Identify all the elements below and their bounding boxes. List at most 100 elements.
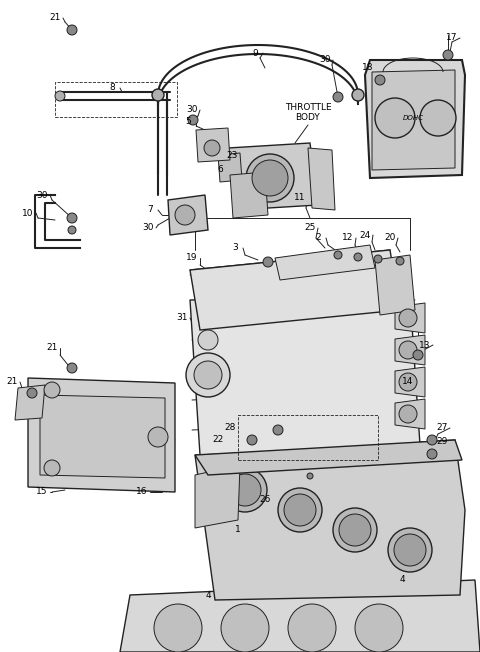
Polygon shape — [168, 195, 208, 235]
Circle shape — [68, 226, 76, 234]
Circle shape — [152, 89, 164, 101]
Text: 20: 20 — [384, 233, 396, 243]
Text: 18: 18 — [362, 63, 374, 72]
Circle shape — [375, 75, 385, 85]
Circle shape — [374, 255, 382, 263]
Polygon shape — [228, 143, 318, 210]
Text: 25: 25 — [304, 224, 316, 233]
Polygon shape — [365, 60, 465, 178]
Circle shape — [27, 388, 37, 398]
Circle shape — [44, 460, 60, 476]
Polygon shape — [275, 245, 375, 280]
Circle shape — [394, 534, 426, 566]
Text: 15: 15 — [36, 488, 48, 497]
Circle shape — [375, 98, 415, 138]
Text: 11: 11 — [294, 194, 306, 203]
Circle shape — [388, 528, 432, 572]
Circle shape — [186, 353, 230, 397]
Text: 21: 21 — [6, 378, 18, 387]
Text: 29: 29 — [436, 437, 448, 447]
Circle shape — [44, 382, 60, 398]
Circle shape — [198, 330, 218, 350]
Text: 4: 4 — [205, 591, 211, 599]
Polygon shape — [28, 378, 175, 492]
Polygon shape — [15, 385, 45, 420]
Text: 21: 21 — [49, 14, 60, 23]
Circle shape — [288, 604, 336, 652]
Circle shape — [229, 474, 261, 506]
Circle shape — [148, 427, 168, 447]
Text: THROTTLE: THROTTLE — [285, 104, 331, 113]
Text: 7: 7 — [147, 205, 153, 215]
Circle shape — [396, 257, 404, 265]
Text: BODY: BODY — [296, 113, 320, 123]
Text: 24: 24 — [360, 231, 371, 239]
Text: 27: 27 — [436, 424, 448, 432]
Text: 16: 16 — [136, 488, 148, 497]
Polygon shape — [40, 395, 165, 478]
Text: 4: 4 — [399, 576, 405, 584]
Bar — [238, 415, 378, 460]
Text: 21: 21 — [46, 344, 58, 353]
Circle shape — [420, 100, 456, 136]
Polygon shape — [395, 303, 425, 333]
Circle shape — [221, 604, 269, 652]
Text: 30: 30 — [142, 224, 154, 233]
Text: 13: 13 — [419, 340, 431, 349]
Circle shape — [354, 253, 362, 261]
Text: 12: 12 — [342, 233, 354, 243]
Circle shape — [67, 363, 77, 373]
Circle shape — [67, 213, 77, 223]
Text: 31: 31 — [176, 314, 188, 323]
Circle shape — [252, 160, 288, 196]
Polygon shape — [195, 440, 462, 475]
Circle shape — [55, 91, 65, 101]
Polygon shape — [395, 399, 425, 429]
Text: 30: 30 — [319, 55, 331, 65]
Text: 3: 3 — [232, 243, 238, 252]
Circle shape — [175, 205, 195, 225]
Circle shape — [204, 140, 220, 156]
Text: 30: 30 — [36, 190, 48, 200]
Polygon shape — [196, 128, 230, 162]
Text: 14: 14 — [402, 378, 414, 387]
Text: 19: 19 — [186, 254, 198, 263]
Circle shape — [334, 251, 342, 259]
Circle shape — [399, 309, 417, 327]
Circle shape — [284, 494, 316, 526]
Text: 8: 8 — [109, 83, 115, 93]
Text: 17: 17 — [446, 33, 458, 42]
Text: 9: 9 — [252, 48, 258, 57]
Polygon shape — [395, 335, 425, 365]
Text: 26: 26 — [259, 496, 271, 505]
Text: DOHC: DOHC — [403, 115, 423, 121]
Circle shape — [194, 361, 222, 389]
Circle shape — [247, 435, 257, 445]
Circle shape — [399, 405, 417, 423]
Polygon shape — [218, 153, 242, 182]
Circle shape — [355, 604, 403, 652]
Bar — [55, 82, 177, 117]
Circle shape — [399, 341, 417, 359]
Text: 30: 30 — [186, 106, 198, 115]
Polygon shape — [395, 367, 425, 397]
Polygon shape — [308, 148, 335, 210]
Polygon shape — [120, 580, 480, 652]
Text: 1: 1 — [235, 526, 241, 535]
Circle shape — [223, 468, 267, 512]
Circle shape — [413, 350, 423, 360]
Polygon shape — [230, 172, 268, 218]
Circle shape — [278, 488, 322, 532]
Circle shape — [154, 604, 202, 652]
Polygon shape — [372, 70, 455, 170]
Circle shape — [339, 514, 371, 546]
Circle shape — [263, 257, 273, 267]
Circle shape — [443, 50, 453, 60]
Text: 28: 28 — [224, 424, 236, 432]
Polygon shape — [195, 440, 465, 600]
Circle shape — [188, 115, 198, 125]
Circle shape — [307, 473, 313, 479]
Polygon shape — [190, 295, 420, 455]
Circle shape — [427, 449, 437, 459]
Circle shape — [352, 89, 364, 101]
